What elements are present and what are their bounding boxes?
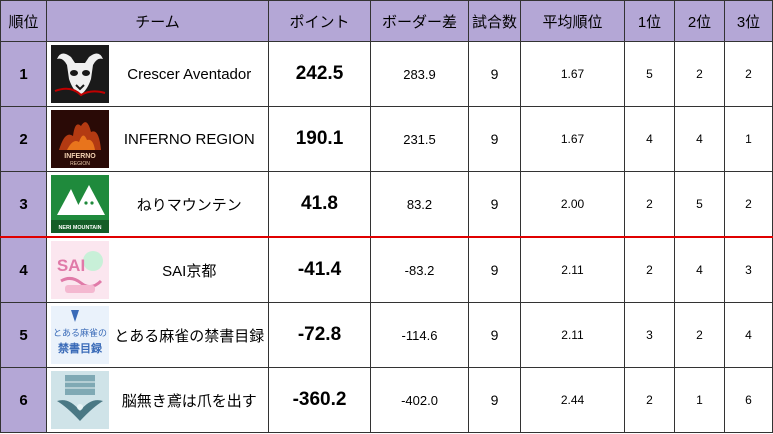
rank-cell: 6 — [0, 367, 47, 433]
second-cell: 4 — [674, 236, 725, 303]
logo-text: NERI MOUNTAIN — [58, 225, 101, 231]
first-cell: 2 — [624, 171, 675, 238]
table-row: 4 SAI SAI京都 -41.4 -83.2 9 2.11 2 4 — [0, 236, 773, 303]
border-cell: 283.9 — [370, 41, 469, 107]
inferno-logo-icon: INFERNO REGION — [51, 110, 109, 168]
border-cell: 231.5 — [370, 106, 469, 172]
team-name: とある麻雀の禁書目録 — [108, 302, 269, 368]
logo-text: SAI — [57, 256, 85, 275]
first-cell: 2 — [624, 236, 675, 303]
points-cell: 242.5 — [268, 41, 371, 107]
avg-rank-cell: 2.00 — [520, 171, 625, 238]
points-cell: 190.1 — [268, 106, 371, 172]
rank-cell: 1 — [0, 41, 47, 107]
logo-text: とある麻雀の — [53, 327, 107, 339]
third-cell: 6 — [724, 367, 773, 433]
avg-rank-cell: 2.11 — [520, 302, 625, 368]
header-row: 順位 チーム ポイント ボーダー差 試合数 平均順位 1位 2位 3位 — [0, 0, 773, 42]
games-cell: 9 — [468, 106, 521, 172]
team-name: 脳無き鳶は爪を出す — [108, 367, 269, 433]
logo-cell: NERI MOUNTAIN — [46, 171, 109, 238]
rank-cell: 3 — [0, 171, 47, 238]
header-points: ポイント — [268, 0, 371, 42]
second-cell: 4 — [674, 106, 725, 172]
border-cell: -114.6 — [370, 302, 469, 368]
third-cell: 4 — [724, 302, 773, 368]
header-border: ボーダー差 — [370, 0, 469, 42]
team-name: Crescer Aventador — [108, 41, 269, 107]
table-row: 3 NERI MOUNTAIN ねりマウンテン 41.8 83.2 — [0, 171, 773, 238]
third-cell: 2 — [724, 41, 773, 107]
third-cell: 2 — [724, 171, 773, 238]
table-row: 1 Crescer Aventador 242.5 283.9 9 1.67 — [0, 41, 773, 107]
rank-cell: 2 — [0, 106, 47, 172]
header-rank: 順位 — [0, 0, 47, 42]
logo-subtext: 禁書目録 — [58, 341, 103, 355]
points-cell: -72.8 — [268, 302, 371, 368]
mountain-logo-icon: NERI MOUNTAIN — [51, 175, 109, 233]
first-cell: 2 — [624, 367, 675, 433]
team-name: ねりマウンテン — [108, 171, 269, 238]
third-cell: 3 — [724, 236, 773, 303]
first-cell: 4 — [624, 106, 675, 172]
avg-rank-cell: 1.67 — [520, 41, 625, 107]
table-row: 6 脳無き鳶は爪を出す -360.2 -402.0 9 2.44 — [0, 367, 773, 433]
logo-cell: とある麻雀の 禁書目録 — [46, 302, 109, 368]
logo-cell: INFERNO REGION — [46, 106, 109, 172]
points-cell: 41.8 — [268, 171, 371, 238]
table-row: 2 INFERNO REGION INFERNO REGION 190.1 23… — [0, 106, 773, 172]
sai-logo-icon: SAI — [51, 241, 109, 299]
second-cell: 1 — [674, 367, 725, 433]
points-cell: -360.2 — [268, 367, 371, 433]
header-team: チーム — [46, 0, 269, 42]
second-cell: 5 — [674, 171, 725, 238]
header-first: 1位 — [624, 0, 675, 42]
games-cell: 9 — [468, 41, 521, 107]
third-cell: 1 — [724, 106, 773, 172]
bull-skull-icon — [51, 45, 109, 103]
avg-rank-cell: 2.11 — [520, 236, 625, 303]
avg-rank-cell: 2.44 — [520, 367, 625, 433]
points-cell: -41.4 — [268, 236, 371, 303]
border-cell: -402.0 — [370, 367, 469, 433]
games-cell: 9 — [468, 367, 521, 433]
games-cell: 9 — [468, 236, 521, 303]
logo-text: INFERNO — [64, 153, 96, 160]
rank-cell: 5 — [0, 302, 47, 368]
avg-rank-cell: 1.67 — [520, 106, 625, 172]
rank-cell: 4 — [0, 236, 47, 303]
hawk-crest-icon — [51, 371, 109, 429]
logo-cell — [46, 367, 109, 433]
logo-cell: SAI — [46, 236, 109, 303]
logo-subtext: REGION — [70, 161, 90, 167]
team-name: SAI京都 — [108, 236, 269, 303]
first-cell: 3 — [624, 302, 675, 368]
index-logo-icon: とある麻雀の 禁書目録 — [51, 306, 109, 364]
games-cell: 9 — [468, 171, 521, 238]
header-avg-rank: 平均順位 — [520, 0, 625, 42]
table-row: 5 とある麻雀の 禁書目録 とある麻雀の禁書目録 -72.8 -114.6 9 … — [0, 302, 773, 368]
header-third: 3位 — [724, 0, 773, 42]
second-cell: 2 — [674, 302, 725, 368]
team-name: INFERNO REGION — [108, 106, 269, 172]
first-cell: 5 — [624, 41, 675, 107]
games-cell: 9 — [468, 302, 521, 368]
second-cell: 2 — [674, 41, 725, 107]
logo-cell — [46, 41, 109, 107]
border-cell: 83.2 — [370, 171, 469, 238]
border-cell: -83.2 — [370, 236, 469, 303]
header-second: 2位 — [674, 0, 725, 42]
header-games: 試合数 — [468, 0, 521, 42]
